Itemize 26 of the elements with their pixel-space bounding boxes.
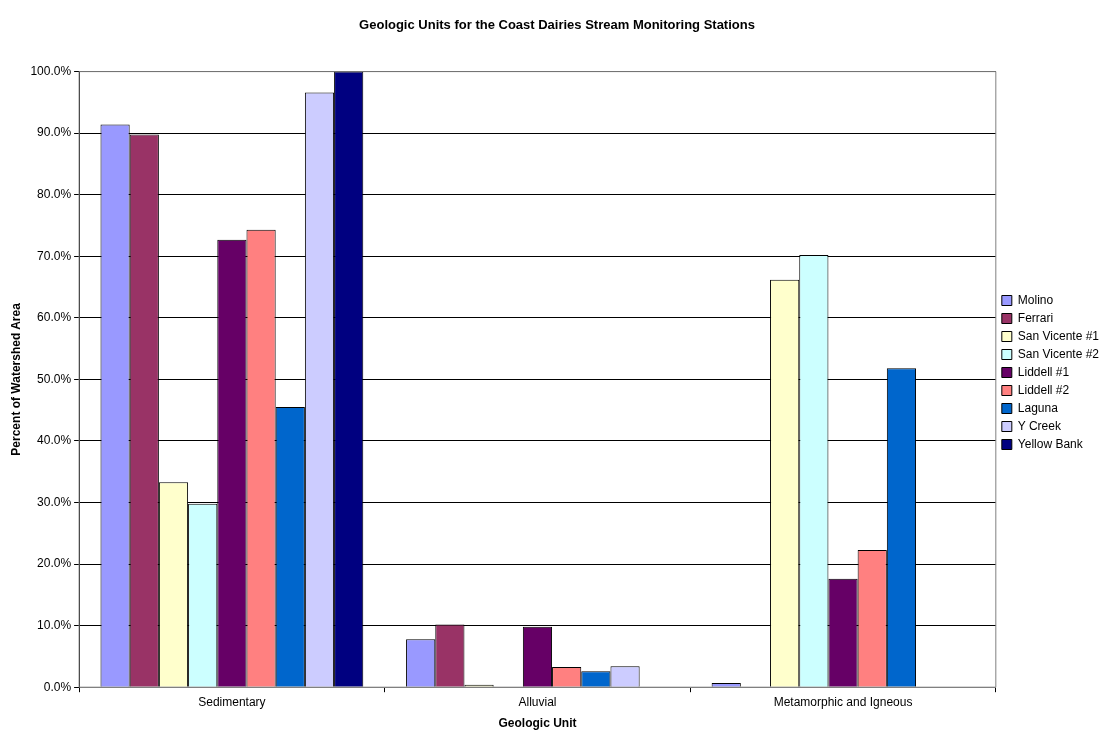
x-tick-label: Metamorphic and Igneous [773,694,913,709]
y-tick-label: 80.0% [37,187,72,202]
legend-label: Ferrari [1017,310,1054,325]
x-axis-title: Geologic Unit [498,716,577,731]
y-tick-label: 30.0% [37,494,72,509]
y-tick-label: 20.0% [37,556,72,571]
legend-label: Y Creek [1017,418,1062,433]
y-tick-label: 40.0% [37,433,72,448]
y-axis-title: Percent of Watershed Area [8,302,23,456]
legend-label: Yellow Bank [1017,436,1084,451]
x-tick-label: Sedimentary [198,694,266,709]
legend-label: Liddell #2 [1017,382,1070,397]
y-tick-label: 100.0% [30,63,72,78]
y-tick-label: 60.0% [37,310,72,325]
legend-label: San Vicente #1 [1017,328,1100,343]
y-tick-label: 0.0% [43,679,72,694]
chart-title: Geologic Units for the Coast Dairies Stream Monitoring Stations [359,17,755,33]
legend-label: San Vicente #2 [1017,346,1100,361]
y-tick-label: 10.0% [37,617,72,632]
y-tick-label: 70.0% [37,248,72,263]
legend-label: Liddell #1 [1017,364,1070,379]
legend-label: Molino [1017,292,1054,307]
legend-label: Laguna [1017,400,1059,415]
x-tick-label: Alluvial [518,694,557,709]
y-tick-label: 50.0% [37,371,72,386]
y-tick-label: 90.0% [37,125,72,140]
